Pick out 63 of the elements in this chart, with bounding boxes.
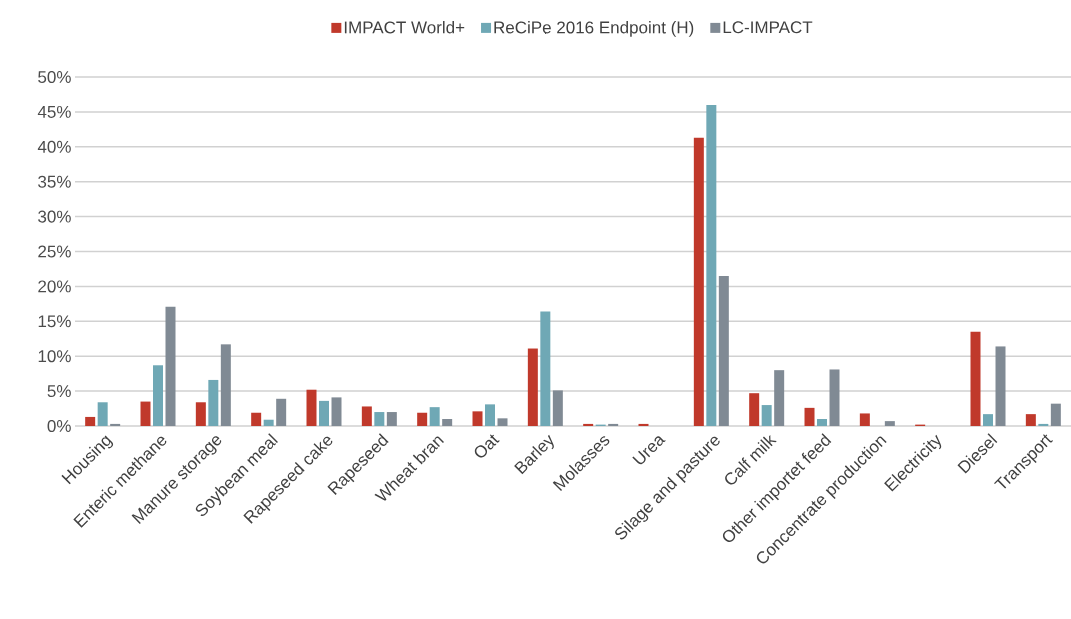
- y-tick-label: 15%: [38, 315, 71, 328]
- bar: [552, 390, 563, 426]
- bar: [829, 369, 840, 426]
- bar: [638, 423, 649, 426]
- bar: [442, 419, 453, 426]
- y-tick-label: 35%: [38, 175, 71, 188]
- bar: [693, 137, 704, 426]
- legend-label: LC-IMPACT: [723, 21, 813, 34]
- bar: [417, 412, 428, 426]
- bar: [527, 348, 538, 426]
- bar: [749, 393, 760, 426]
- bar: [361, 406, 372, 426]
- bar: [1038, 423, 1049, 426]
- bar: [208, 379, 219, 426]
- bar: [884, 421, 895, 426]
- y-tick-label: 20%: [38, 280, 71, 293]
- bar: [374, 412, 385, 426]
- bar: [306, 389, 317, 426]
- y-tick-label: 50%: [38, 70, 71, 84]
- bar: [718, 275, 729, 426]
- x-tick-label: Oat: [474, 434, 500, 458]
- bar: [140, 401, 151, 426]
- bar: [97, 402, 108, 426]
- bar: [970, 331, 981, 426]
- bar: [165, 306, 176, 426]
- bar: [485, 404, 496, 426]
- bar: [497, 418, 508, 426]
- y-tick-label: 5%: [47, 385, 71, 398]
- bar: [1050, 403, 1061, 426]
- bar: [319, 400, 329, 426]
- bar: [995, 346, 1006, 426]
- bar: [540, 311, 551, 426]
- bar: [706, 104, 717, 426]
- bar: [386, 412, 397, 426]
- bar: [774, 370, 785, 426]
- bar: [583, 423, 594, 426]
- bar: [251, 412, 262, 426]
- bar: [85, 416, 96, 426]
- y-tick-label: 45%: [37, 105, 71, 118]
- bar: [608, 423, 619, 426]
- bar: [263, 419, 274, 426]
- bar: [110, 423, 121, 426]
- legend-label: ReCiPe 2016 Endpoint (H): [494, 20, 694, 37]
- y-tick-label: 10%: [38, 350, 71, 363]
- bar: [429, 407, 440, 426]
- bar: [817, 419, 828, 426]
- bar: [276, 398, 287, 426]
- bar: [195, 402, 206, 426]
- bar: [804, 407, 815, 426]
- bar: [1025, 414, 1036, 426]
- bar: [153, 365, 163, 426]
- legend-label: IMPACT World+: [344, 20, 465, 34]
- y-tick-label: 25%: [38, 245, 71, 258]
- y-tick-label: 40%: [37, 140, 71, 153]
- bar: [859, 413, 870, 426]
- y-tick-label: 30%: [38, 210, 71, 223]
- bar: [220, 344, 231, 426]
- x-tick-label: Calf milk: [725, 434, 777, 485]
- bar: [983, 414, 994, 426]
- bar: [331, 397, 342, 426]
- bar: [761, 405, 772, 426]
- y-tick-label: 0%: [47, 419, 71, 433]
- bar: [472, 411, 483, 426]
